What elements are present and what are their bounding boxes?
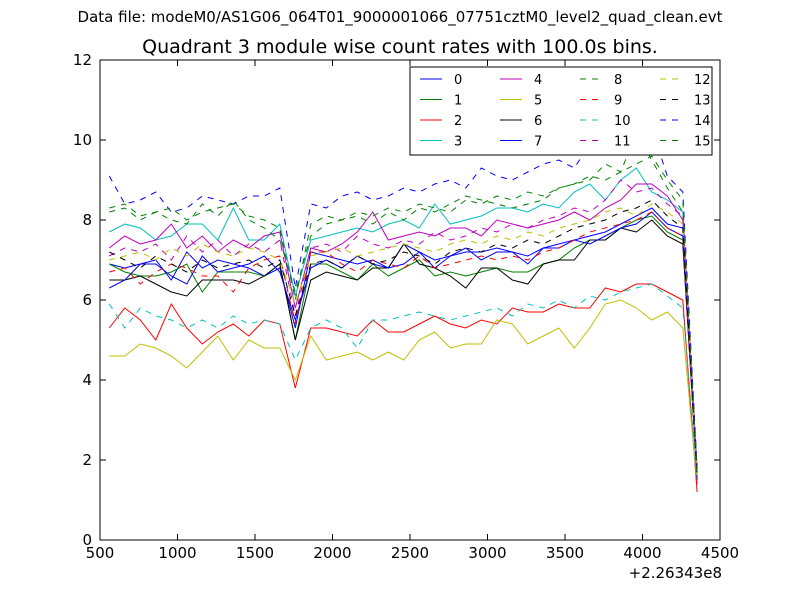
series-line-9 — [109, 211, 698, 485]
x-tick-label: 3000 — [468, 544, 506, 562]
x-tick-label: 3500 — [546, 544, 584, 562]
axes-layer: 500 1000 1500 2000 2500 3000 3500 4000 4500+2.26… — [73, 51, 739, 582]
series-line-1 — [109, 215, 698, 477]
legend-label: 14 — [694, 114, 711, 129]
legend-label: 10 — [614, 114, 631, 129]
x-tick-label: 2000 — [313, 544, 351, 562]
legend-label: 0 — [454, 73, 462, 88]
x-tick-label: 4500 — [701, 544, 739, 562]
series-line-13 — [109, 199, 698, 477]
series-line-5 — [109, 299, 698, 485]
legend-label: 9 — [614, 94, 622, 109]
series-line-10 — [108, 283, 698, 481]
legend-label: 8 — [614, 73, 622, 88]
x-tick-label: 2500 — [391, 544, 429, 562]
legend-label: 4 — [534, 73, 542, 88]
x-tick-label: 1500 — [236, 544, 274, 562]
legend-label: 7 — [534, 135, 542, 150]
y-tick-label: 12 — [73, 51, 92, 69]
series-line-14 — [108, 127, 698, 469]
series-line-2 — [108, 283, 698, 493]
legend-label: 11 — [614, 135, 631, 150]
legend-label: 15 — [694, 135, 711, 150]
legend-label: 3 — [454, 135, 462, 150]
legend-label: 12 — [694, 73, 711, 88]
x-tick-label: 500 — [86, 544, 115, 562]
series-line-12 — [109, 203, 698, 477]
x-offset-label: +2.26343e8 — [629, 564, 722, 582]
legend-label: 2 — [454, 114, 462, 129]
y-tick-label: 0 — [82, 531, 92, 549]
series-line-0 — [109, 207, 698, 481]
y-tick-label: 6 — [82, 291, 92, 309]
x-tick-label: 4000 — [623, 544, 661, 562]
x-tick-label: 1000 — [158, 544, 196, 562]
series-line-6 — [109, 219, 698, 477]
chart-title: Quadrant 3 module wise count rates with … — [142, 36, 658, 58]
series-line-3 — [109, 167, 698, 473]
y-tick-label: 2 — [82, 451, 92, 469]
series-line-8 — [109, 130, 698, 473]
series-line-4 — [108, 183, 698, 469]
chart-suptitle: Data file: modeM0/AS1G06_064T01_90000010… — [77, 8, 723, 26]
legend-label: 5 — [534, 94, 542, 109]
legend-label: 1 — [454, 94, 462, 109]
series-layer — [108, 127, 698, 493]
series-line-15 — [109, 155, 698, 473]
y-tick-label: 10 — [73, 131, 92, 149]
y-tick-label: 8 — [82, 211, 92, 229]
series-line-7 — [109, 211, 698, 481]
y-tick-label: 4 — [82, 371, 92, 389]
legend-label: 6 — [534, 114, 542, 129]
legend-label: 13 — [694, 94, 711, 109]
